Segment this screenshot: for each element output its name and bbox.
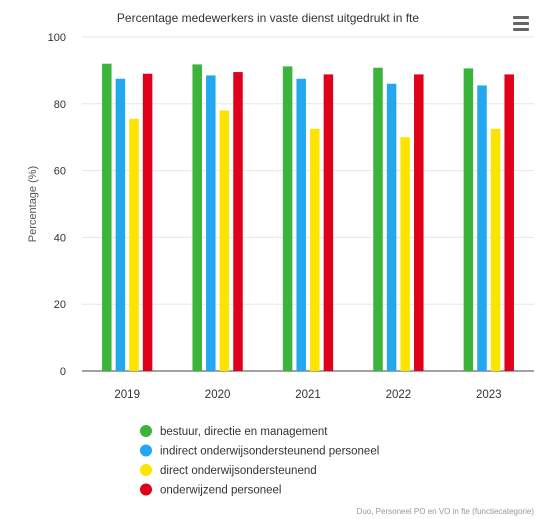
bar[interactable]	[373, 68, 383, 371]
legend-item[interactable]: indirect onderwijsondersteunend personee…	[140, 445, 379, 458]
bars	[102, 64, 514, 371]
x-tick-label: 2023	[476, 389, 502, 401]
bar[interactable]	[220, 110, 230, 371]
legend-label: bestuur, directie en management	[160, 426, 328, 438]
legend-marker	[140, 425, 152, 437]
legend-item[interactable]: bestuur, directie en management	[140, 425, 328, 438]
legend-item[interactable]: direct onderwijsondersteunend	[140, 464, 317, 477]
bar[interactable]	[400, 137, 410, 371]
legend-label: onderwijzend personeel	[160, 485, 281, 497]
x-tick-label: 2020	[205, 389, 231, 401]
y-tick-label: 80	[54, 99, 66, 111]
y-tick-label: 0	[60, 366, 66, 378]
credits[interactable]: Duo, Personeel PO en VO in fte (functiec…	[357, 507, 535, 516]
bar[interactable]	[116, 79, 126, 371]
legend-label: direct onderwijsondersteunend	[160, 465, 317, 477]
bar[interactable]	[206, 75, 216, 371]
x-tick-label: 2022	[386, 389, 412, 401]
bar[interactable]	[310, 129, 320, 371]
bar[interactable]	[102, 64, 112, 371]
x-tick-label: 2021	[295, 389, 321, 401]
bar[interactable]	[283, 66, 293, 371]
legend-marker	[140, 484, 152, 496]
hamburger-menu-icon[interactable]	[508, 12, 534, 34]
y-axis-title: Percentage (%)	[27, 166, 39, 242]
y-axis-ticks: 0 20 40 60 80 100	[48, 32, 66, 378]
bar[interactable]	[491, 129, 501, 371]
chart-title: Percentage medewerkers in vaste dienst u…	[117, 11, 419, 25]
y-tick-label: 60	[54, 166, 66, 178]
bar[interactable]	[414, 74, 424, 371]
bar[interactable]	[192, 64, 202, 371]
legend-marker	[140, 464, 152, 476]
bar[interactable]	[324, 74, 334, 371]
bar[interactable]	[129, 119, 139, 371]
y-tick-label: 100	[48, 32, 66, 44]
legend: bestuur, directie en management indirect …	[140, 425, 379, 497]
bar[interactable]	[233, 72, 243, 371]
legend-label: indirect onderwijsondersteunend personee…	[160, 446, 379, 458]
bar[interactable]	[296, 79, 306, 371]
bar[interactable]	[387, 84, 397, 371]
bar[interactable]	[504, 74, 514, 371]
x-axis-ticks: 2019 2020 2021 2022 2023	[114, 389, 501, 401]
y-tick-label: 20	[54, 299, 66, 311]
legend-item[interactable]: onderwijzend personeel	[140, 484, 281, 497]
bar[interactable]	[464, 68, 474, 371]
y-tick-label: 40	[54, 232, 66, 244]
x-tick-label: 2019	[114, 389, 140, 401]
legend-marker	[140, 445, 152, 457]
bar[interactable]	[477, 85, 487, 371]
bar[interactable]	[143, 74, 153, 371]
